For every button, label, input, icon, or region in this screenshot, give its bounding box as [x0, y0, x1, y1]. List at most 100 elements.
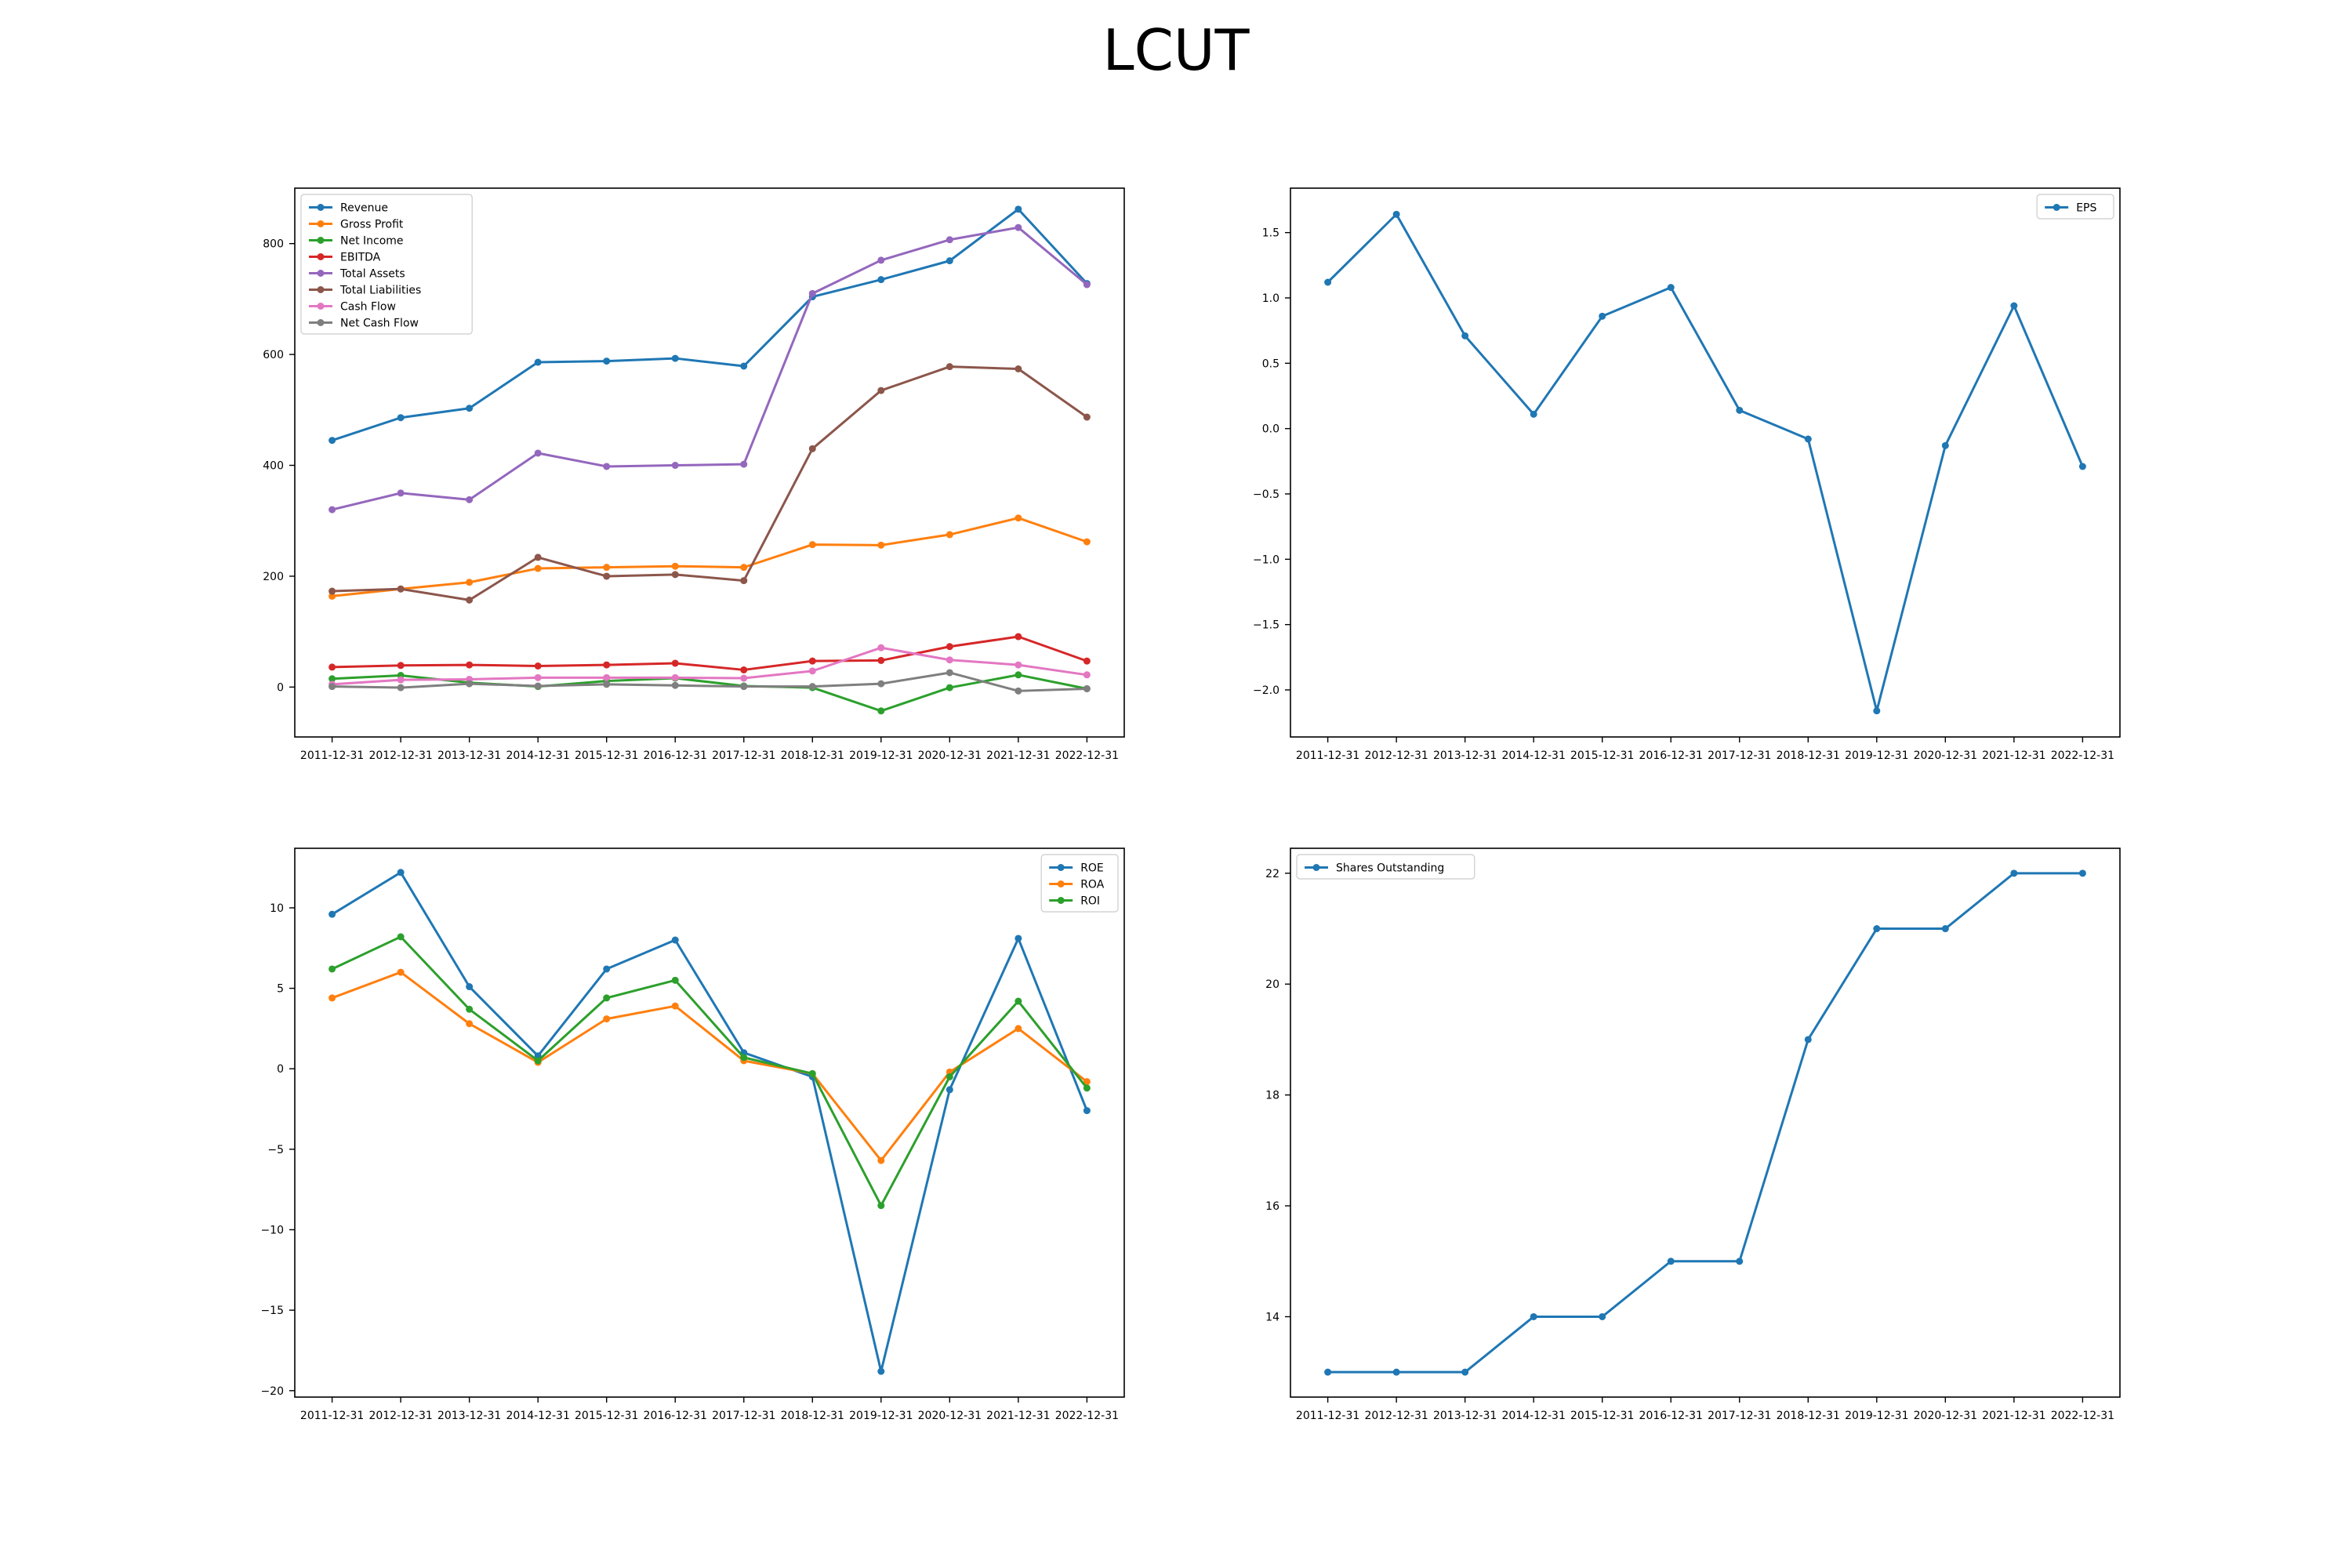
data-point [1461, 1368, 1469, 1376]
data-point [1804, 435, 1812, 443]
x-tick-label: 2013-12-31 [1433, 1410, 1497, 1422]
x-tick-label: 2018-12-31 [781, 750, 844, 762]
y-tick-label: 200 [263, 571, 284, 583]
legend-marker [1312, 864, 1320, 871]
data-point [1667, 1258, 1675, 1265]
legend-label: Cash Flow [340, 301, 396, 314]
x-tick-label: 2015-12-31 [1570, 750, 1634, 762]
data-point [1804, 1036, 1812, 1044]
data-point [877, 276, 885, 284]
data-point [603, 572, 611, 580]
x-tick-label: 2012-12-31 [368, 1410, 432, 1422]
series-total-liabilities [328, 363, 1091, 604]
data-point [671, 462, 679, 470]
x-tick-label: 2017-12-31 [1708, 1410, 1771, 1422]
x-tick-label: 2013-12-31 [1433, 750, 1497, 762]
series-line-total-assets [332, 226, 1088, 511]
data-point [946, 669, 953, 677]
data-point [946, 363, 953, 371]
legend-marker [317, 319, 325, 326]
series-total-assets [328, 223, 1091, 514]
data-point [466, 680, 474, 688]
legend-marker [317, 270, 325, 277]
legend-label: Total Liabilities [339, 285, 421, 297]
series-roe [328, 869, 1091, 1375]
data-point [397, 662, 405, 670]
data-point [1083, 1078, 1091, 1086]
x-tick-label: 2020-12-31 [1914, 1410, 1977, 1422]
data-point [397, 869, 405, 877]
data-point [328, 683, 336, 691]
x-tick-label: 2020-12-31 [918, 1410, 982, 1422]
data-point [1083, 1084, 1091, 1092]
chart-panel-shares: 2011-12-31 2012-12-31 2013-12-31 2014-12-31… [1265, 848, 2121, 1422]
x-tick-label: 2021-12-31 [986, 750, 1050, 762]
y-tick-label: −5 [267, 1144, 284, 1156]
data-point [534, 554, 542, 561]
data-point [671, 659, 679, 667]
y-tick-label: −15 [260, 1305, 284, 1317]
data-point [397, 414, 405, 422]
data-point [328, 663, 336, 671]
x-tick-label: 2017-12-31 [712, 750, 775, 762]
chart-panel-eps: 2011-12-31 2012-12-31 2013-12-31 2014-12-31… [1253, 187, 2121, 762]
data-point [466, 983, 474, 991]
y-tick-label: 800 [263, 238, 284, 251]
y-tick-label: −10 [260, 1225, 284, 1237]
x-tick-label: 2018-12-31 [1777, 750, 1840, 762]
axes-frame [1290, 187, 2121, 738]
legend-label: Shares Outstanding [1336, 862, 1444, 875]
data-point [2078, 463, 2086, 470]
data-point [1530, 410, 1537, 418]
x-tick-label: 2013-12-31 [437, 1410, 501, 1422]
legend-marker [317, 286, 325, 293]
data-point [466, 495, 474, 503]
data-point [671, 673, 679, 681]
data-point [534, 682, 542, 690]
data-point [466, 405, 474, 412]
legend: ROE ROA ROI [1040, 854, 1119, 913]
data-point [1014, 997, 1022, 1005]
data-point [1083, 684, 1091, 692]
data-point [671, 936, 679, 944]
data-point [603, 673, 611, 681]
data-point [671, 354, 679, 362]
data-point [946, 1086, 953, 1094]
data-point [1324, 278, 1332, 286]
axes-frame [1290, 848, 2121, 1398]
data-point [1083, 538, 1091, 546]
y-tick-label: 0 [277, 1063, 284, 1076]
data-point [1392, 1368, 1400, 1376]
x-tick-label: 2021-12-31 [986, 1410, 1050, 1422]
x-tick-label: 2013-12-31 [437, 750, 501, 762]
legend-marker [317, 303, 325, 310]
data-point [466, 1005, 474, 1013]
data-point [740, 683, 748, 691]
data-point [946, 684, 953, 691]
legend-label: Net Cash Flow [340, 318, 419, 330]
series-line-eps [1327, 212, 2084, 713]
data-point [603, 564, 611, 572]
data-point [946, 236, 953, 244]
data-point [946, 656, 953, 664]
x-tick-label: 2011-12-31 [1296, 750, 1359, 762]
x-tick-label: 2022-12-31 [2051, 1410, 2114, 1422]
data-point [328, 506, 336, 514]
x-tick-label: 2020-12-31 [918, 750, 982, 762]
data-point [2010, 869, 2018, 877]
data-point [877, 1202, 885, 1210]
page-title: LCUT [1102, 17, 1250, 83]
series-line-shares-outstanding [1327, 872, 2083, 1374]
legend-marker [2053, 204, 2060, 211]
legend-label: ROI [1080, 895, 1100, 908]
data-point [534, 358, 542, 366]
data-point [808, 683, 816, 691]
x-tick-label: 2016-12-31 [1639, 1410, 1703, 1422]
data-point [1014, 633, 1022, 641]
data-point [808, 1069, 816, 1077]
data-point [466, 1020, 474, 1028]
x-tick-label: 2011-12-31 [300, 1410, 364, 1422]
data-point [740, 564, 748, 572]
y-tick-label: 22 [1265, 868, 1279, 880]
axes-frame [294, 848, 1125, 1398]
